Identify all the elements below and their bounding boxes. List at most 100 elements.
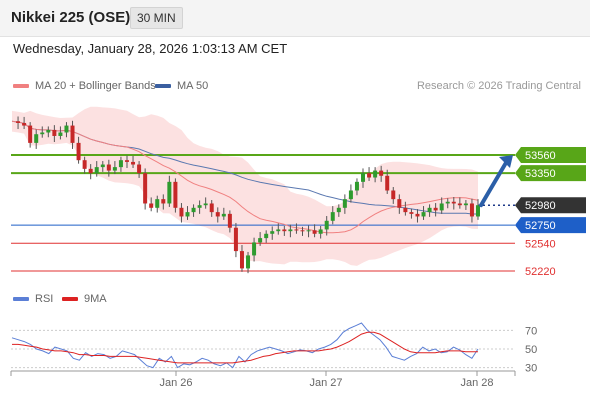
projection-arrowhead	[499, 155, 513, 168]
price-tag-bg	[515, 197, 586, 214]
ma20-label: MA 20 + Bollinger Bands	[35, 80, 156, 92]
candle-body	[124, 160, 129, 162]
price-text-52750: 52750	[525, 220, 556, 232]
price-tag-53560: 53560	[515, 147, 586, 163]
candle-body	[252, 242, 257, 256]
header-bar: Nikkei 225 (OSE) 30 MIN	[0, 0, 590, 37]
timeframe-button[interactable]: 30 MIN	[130, 7, 183, 29]
candle-body	[167, 181, 172, 204]
candle-body	[318, 229, 323, 234]
candle-body	[264, 233, 269, 239]
candle-body	[149, 203, 154, 208]
candle-body	[76, 142, 81, 161]
candle-body	[233, 227, 238, 252]
candle-body	[439, 203, 444, 211]
candle-body	[227, 213, 232, 228]
rsi-label: RSI	[35, 293, 54, 305]
candle-body	[155, 199, 160, 208]
candle-body	[215, 212, 220, 217]
candle-body	[373, 170, 378, 178]
credit-label: Research © 2026 Trading Central	[416, 80, 581, 92]
candle-body	[391, 190, 396, 200]
x-tick-label: Jan 27	[309, 377, 342, 389]
candle-body	[106, 164, 111, 171]
ma20-swatch	[13, 84, 29, 88]
candle-body	[282, 229, 287, 232]
candle-body	[173, 181, 178, 208]
candle-body	[427, 207, 432, 213]
candle-body	[469, 203, 474, 217]
candle-body	[463, 203, 468, 206]
candle-body	[197, 205, 202, 208]
candle-body	[306, 230, 311, 232]
candles	[16, 116, 480, 274]
candle-body	[288, 229, 293, 232]
candle-body	[137, 164, 142, 174]
price-tag-bg	[515, 217, 586, 234]
candle-body	[161, 199, 166, 204]
candle-body	[52, 129, 57, 136]
price-tag-52980: 52980	[515, 197, 586, 214]
projection-arrow	[479, 159, 509, 208]
candle-body	[379, 170, 384, 176]
candle-body	[64, 125, 69, 133]
legend-9ma: 9MA	[62, 293, 107, 305]
candle-body	[246, 255, 251, 269]
candle-body	[397, 199, 402, 208]
candle-body	[348, 190, 353, 200]
candle-body	[300, 230, 305, 232]
candle-body	[185, 212, 190, 217]
x-tick-label: Jan 28	[460, 377, 493, 389]
candle-body	[451, 201, 456, 204]
price-text-52220: 52220	[525, 266, 556, 278]
candle-body	[100, 164, 105, 168]
ma9-label: 9MA	[84, 293, 107, 305]
candle-body	[354, 181, 359, 191]
candle-body	[118, 160, 123, 168]
candle-body	[203, 203, 208, 206]
candle-body	[40, 132, 45, 135]
ma50-label: MA 50	[177, 80, 209, 92]
price-tag-52540: 52540	[525, 238, 556, 250]
legend-ma50: MA 50	[155, 80, 208, 92]
ma9-swatch	[62, 297, 78, 301]
candle-body	[476, 205, 480, 217]
instrument-title: Nikkei 225 (OSE)	[11, 9, 131, 26]
candle-body	[258, 238, 263, 243]
candle-body	[276, 229, 281, 232]
price-text-52540: 52540	[525, 238, 556, 250]
price-text-53350: 53350	[525, 168, 556, 180]
rsi-level-label-30: 30	[525, 363, 537, 375]
price-tag-52750: 52750	[515, 217, 586, 234]
ma50-swatch	[155, 84, 171, 88]
rsi-ma9-line	[12, 331, 478, 364]
candle-body	[294, 229, 299, 231]
datetime-label: Wednesday, January 28, 2026 1:03:13 AM C…	[13, 41, 288, 56]
candle-body	[112, 167, 117, 171]
candle-body	[367, 173, 372, 178]
candle-body	[209, 203, 214, 213]
candle-body	[421, 212, 426, 217]
candle-body	[403, 207, 408, 213]
candle-body	[270, 231, 275, 234]
legend-ma20: MA 20 + Bollinger Bands	[13, 80, 156, 92]
candle-body	[433, 207, 438, 211]
candle-body	[88, 168, 93, 174]
candle-body	[131, 161, 136, 165]
rsi-swatch	[13, 297, 29, 301]
candle-body	[46, 129, 51, 133]
candle-body	[361, 173, 366, 182]
candle-body	[409, 212, 414, 214]
price-text-53560: 53560	[525, 150, 556, 162]
candle-body	[34, 134, 39, 143]
x-tick-label: Jan 26	[159, 377, 192, 389]
candle-body	[312, 230, 317, 234]
price-tag-bg	[515, 165, 586, 182]
rsi-level-label-50: 50	[525, 344, 537, 356]
rsi-level-label-70: 70	[525, 325, 537, 337]
price-text-52980: 52980	[525, 200, 556, 212]
candle-body	[221, 213, 226, 217]
candle-body	[82, 160, 87, 169]
candle-body	[179, 207, 184, 217]
